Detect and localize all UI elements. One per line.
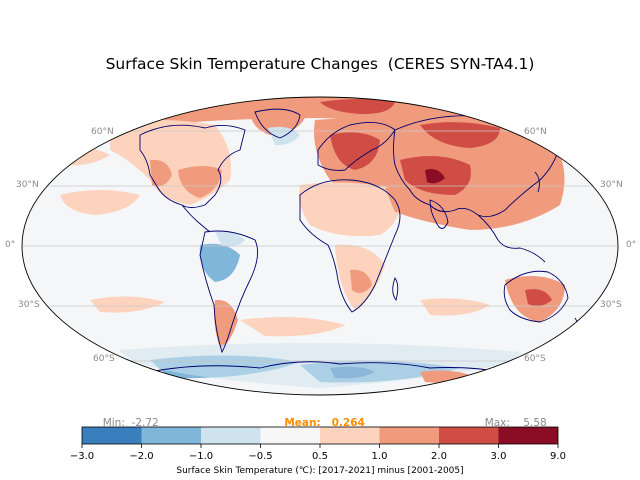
coastline-europe — [317, 121, 396, 171]
lat-label-30s-right: 30°S — [600, 300, 622, 310]
stat-max: Max: 5.58 — [478, 405, 547, 429]
stat-mean-label: Mean: — [284, 417, 321, 429]
colorbar-segment-6 — [379, 427, 439, 444]
stat-min-value: -2.72 — [131, 417, 159, 429]
lat-label-60n-right: 60°N — [524, 127, 547, 137]
colorbar-label: Surface Skin Temperature (℃): [2017-2021… — [176, 466, 464, 476]
colorbar-segment-3 — [201, 427, 261, 444]
colorbar-segment-2 — [141, 427, 201, 444]
colorbar-segment-4 — [260, 427, 320, 444]
coastline-japan — [534, 171, 540, 193]
cool-patch-amazon — [199, 243, 240, 282]
colorbar-tick-marks — [81, 444, 559, 448]
hot-patch-australia — [525, 289, 552, 307]
stat-min-label: Min: — [102, 417, 125, 429]
coastline-south-america — [199, 230, 259, 354]
coastline-southeast-asia — [477, 214, 546, 263]
lat-label-eq-left: 0° — [5, 240, 16, 250]
colorbar-tick-label: 0.5 — [312, 451, 328, 462]
lat-label-60n-left: 60°N — [91, 127, 114, 137]
coastline-india — [429, 199, 449, 229]
lat-label-30s-left: 30°S — [18, 300, 40, 310]
colorbar-tick-label: −0.5 — [248, 451, 273, 462]
colorbar-segment-8 — [498, 427, 558, 444]
stat-mean: Mean: 0.264 — [277, 405, 365, 429]
colorbar-segment-5 — [320, 427, 380, 444]
colorbar — [81, 426, 559, 448]
lat-label-60s-right: 60°S — [524, 354, 546, 364]
colorbar-tick-label: −2.0 — [129, 451, 154, 462]
stat-max-label: Max: — [484, 417, 510, 429]
colorbar-segment-1 — [82, 427, 142, 444]
colorbar-tick-label: 1.0 — [371, 451, 388, 462]
warm-patch-greenland — [250, 108, 305, 135]
hot-patch-mongolia — [425, 169, 445, 184]
colorbar-tick-label: −3.0 — [69, 451, 95, 462]
lat-label-eq-right: 0° — [626, 240, 637, 250]
warm-patch-africa-south-interior — [350, 269, 372, 294]
warm-patch-europe — [330, 132, 380, 170]
warm-patch-arabia — [385, 187, 420, 213]
coastline-greenland — [254, 108, 301, 139]
warm-patch-barents — [320, 99, 395, 115]
map-outline — [21, 96, 619, 396]
cool-patch-antarctica-halo — [120, 342, 520, 388]
stat-min: Min: -2.72 — [96, 405, 159, 429]
warm-patch-southeast-pacific — [90, 296, 165, 313]
warm-patch-patagonia — [214, 299, 238, 348]
lat-label-60s-left: 60°S — [93, 354, 115, 364]
stat-mean-value: 0.264 — [331, 417, 365, 429]
colorbar-segment-7 — [439, 427, 499, 444]
coastline-central-america — [181, 204, 211, 233]
warm-patch-south-indian — [420, 298, 490, 316]
coastline-madagascar — [392, 277, 399, 302]
coastline-antarctica — [149, 361, 501, 373]
lat-label-30n-left: 30°N — [16, 180, 39, 190]
coastline-africa — [299, 179, 401, 313]
hot-patch-siberia — [420, 122, 500, 148]
coastline-north-america — [139, 124, 246, 208]
warm-patch-sahara — [299, 182, 401, 237]
warm-patch-north-pacific — [60, 190, 140, 215]
cool-patch-brazil — [215, 231, 245, 247]
colorbar-tick-label: 2.0 — [431, 451, 447, 462]
lat-label-30n-right: 30°N — [600, 180, 623, 190]
warm-patch-us-west — [150, 159, 172, 187]
coastline-australia — [503, 270, 569, 323]
colorbar-tick-label: 9.0 — [550, 451, 566, 462]
colorbar-tick-label: −1.0 — [188, 451, 214, 462]
colorbar-tick-label: 3.0 — [490, 451, 507, 462]
warm-patch-us-east — [178, 166, 222, 198]
map-title: Surface Skin Temperature Changes (CERES … — [105, 55, 535, 73]
stat-max-value: 5.58 — [523, 417, 547, 429]
warm-patch-south-pacific — [240, 316, 345, 337]
